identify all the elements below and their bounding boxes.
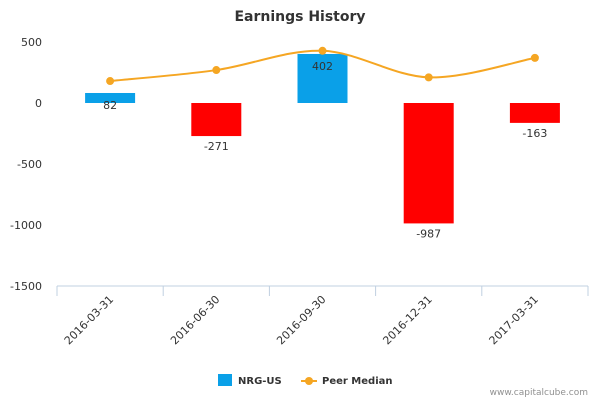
bar-series [85, 53, 560, 224]
bar-data-label: 82 [103, 99, 117, 112]
peer-median-point-2016-06-30[interactable] [212, 66, 221, 75]
data-labels: 82 -271 402 -987 -163 [103, 60, 547, 240]
bar-2016-12-31[interactable] [403, 103, 454, 224]
credit-text: www.capitalcube.com [490, 388, 588, 398]
x-tick-label: 2016-06-30 [168, 293, 222, 347]
peer-median-point-2017-03-31[interactable] [530, 53, 539, 62]
x-tick-label: 2016-03-31 [62, 293, 116, 347]
y-tick-label: -1500 [10, 280, 42, 293]
bar-2016-06-30[interactable] [191, 103, 242, 137]
x-tick-label: 2016-12-31 [380, 293, 434, 347]
x-axis: 2016-03-31 2016-06-30 2016-09-30 2016-12-31… [56, 285, 589, 347]
legend[interactable]: NRG-US Peer Median [218, 374, 393, 387]
bar-data-label: 402 [312, 60, 333, 73]
x-tick-label: 2016-09-30 [274, 293, 328, 347]
peer-median-point-2016-03-31[interactable] [106, 77, 115, 86]
peer-median-series [106, 46, 539, 86]
y-tick-label: 0 [35, 97, 42, 110]
legend-swatch-nrg [218, 374, 232, 386]
peer-median-point-2016-09-30[interactable] [318, 46, 327, 55]
chart-title: Earnings History [234, 9, 365, 25]
legend-label-nrg: NRG-US [238, 376, 282, 387]
y-tick-label: -1000 [10, 219, 42, 232]
y-tick-label: 500 [21, 36, 42, 49]
bar-data-label: -271 [204, 140, 229, 153]
legend-item-nrg[interactable]: NRG-US [218, 374, 282, 387]
bar-2016-03-31[interactable] [85, 92, 136, 103]
bar-2017-03-31[interactable] [509, 103, 560, 123]
legend-marker-peer [305, 377, 313, 385]
bar-data-label: -987 [416, 227, 441, 240]
y-tick-label: -500 [17, 158, 42, 171]
x-tick-label: 2017-03-31 [487, 293, 541, 347]
bar-2016-09-30[interactable] [297, 53, 348, 103]
legend-label-peer: Peer Median [322, 376, 393, 387]
bar-data-label: -163 [522, 127, 547, 140]
y-axis: 500 0 -500 -1000 -1500 [10, 36, 42, 293]
peer-median-point-2016-12-31[interactable] [424, 73, 433, 82]
legend-item-peer-median[interactable]: Peer Median [301, 376, 393, 387]
